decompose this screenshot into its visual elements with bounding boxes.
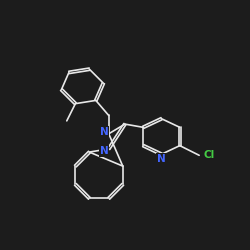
Text: Cl: Cl: [204, 150, 215, 160]
Text: N: N: [100, 127, 108, 137]
Text: N: N: [100, 146, 108, 156]
Text: N: N: [157, 154, 166, 164]
